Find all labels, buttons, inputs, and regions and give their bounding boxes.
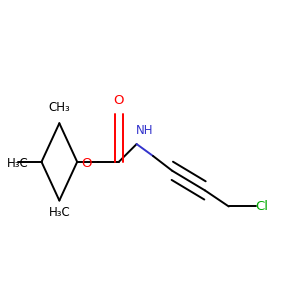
Text: Cl: Cl xyxy=(256,200,268,213)
Text: H₃C: H₃C xyxy=(7,157,29,170)
Text: NH: NH xyxy=(136,124,154,137)
Text: CH₃: CH₃ xyxy=(49,101,70,114)
Text: O: O xyxy=(81,157,91,170)
Text: O: O xyxy=(113,94,124,107)
Text: H₃C: H₃C xyxy=(49,206,70,220)
